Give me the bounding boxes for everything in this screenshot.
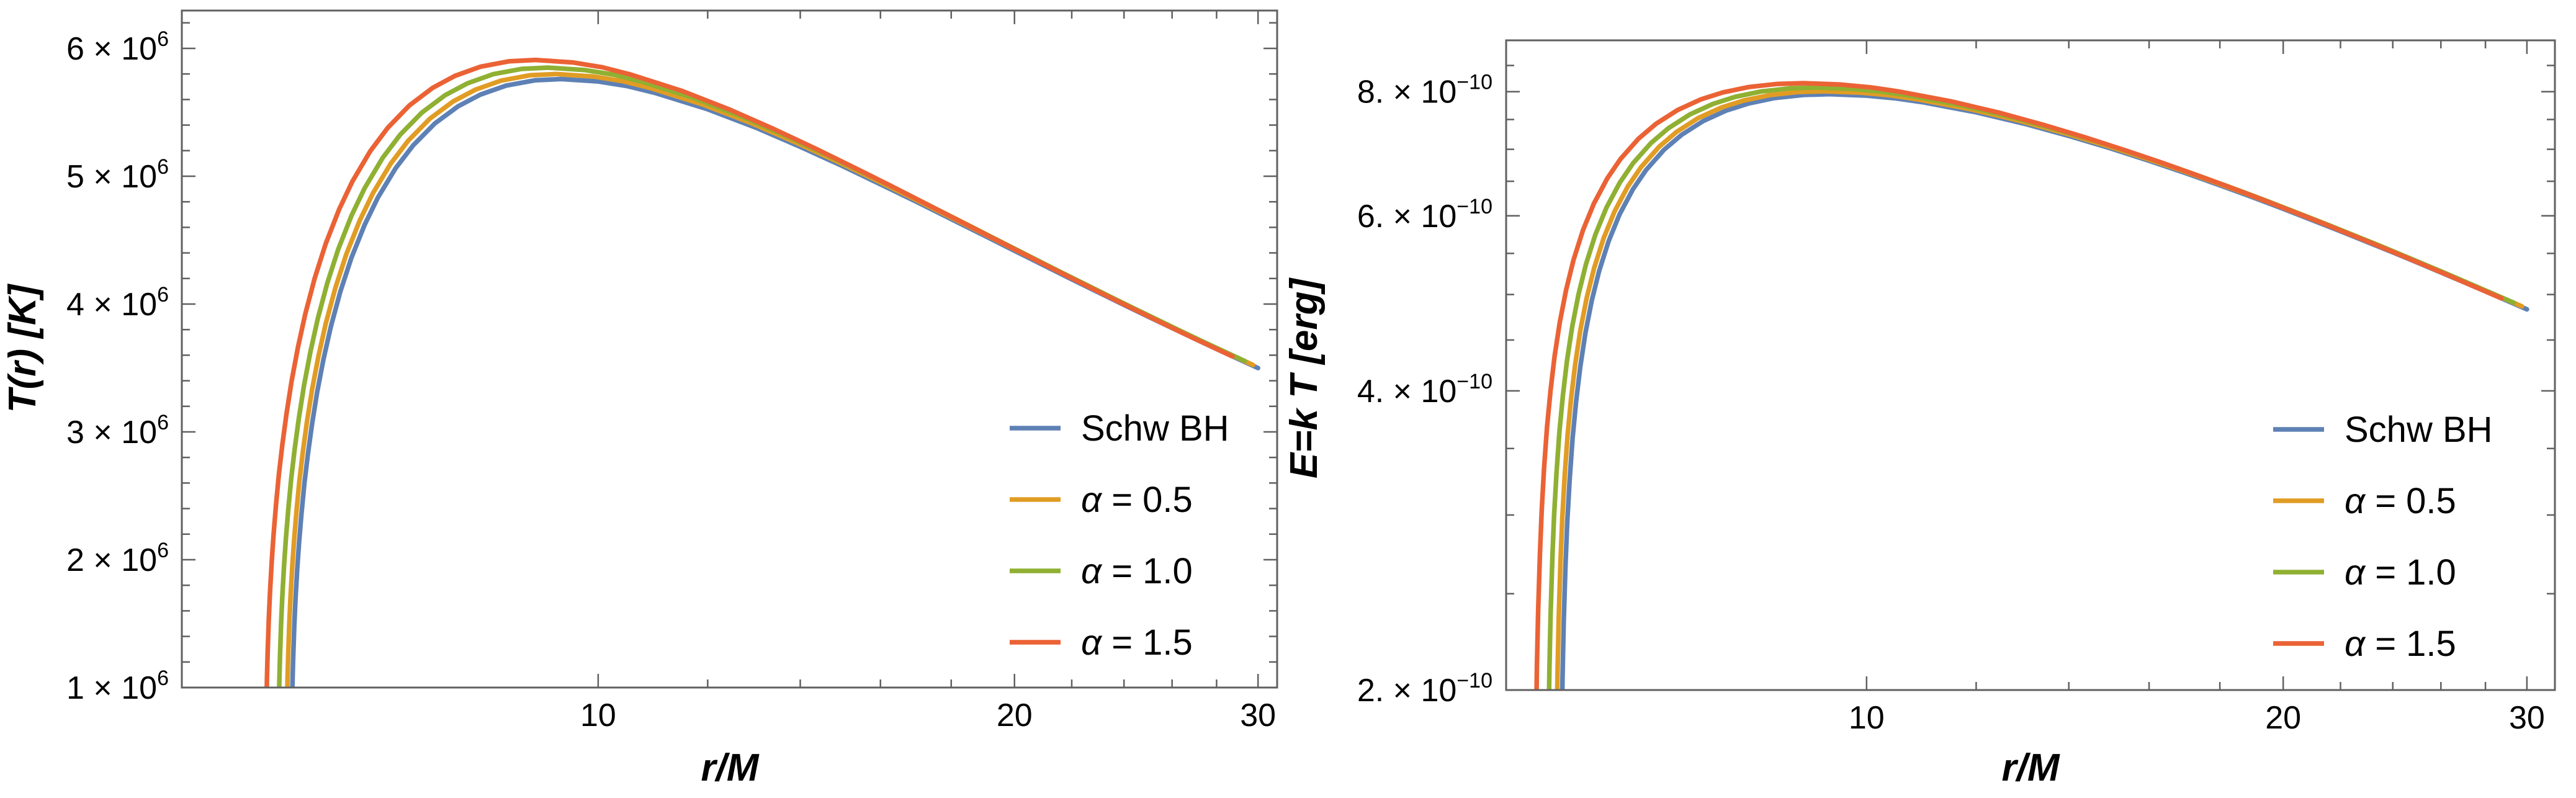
curve-1-5	[1534, 81, 2504, 690]
legend-label-0-5: α = 0.5	[1081, 480, 1193, 520]
x-tick-label: 20	[997, 697, 1033, 733]
left-axes: 10 20 30 1 × 106 2 × 106 3 × 106 4 × 106 5 × 10…	[66, 9, 1278, 733]
legend-label-schw-bh: Schw BH	[1081, 408, 1229, 449]
curve-1-5	[264, 57, 1235, 688]
legend-label-1-0: α = 1.0	[2345, 552, 2456, 593]
left-y-axis-label: T(r) [K]	[1, 283, 44, 413]
x-tick-label: 30	[1240, 697, 1276, 733]
y-tick-label: 5 × 106	[66, 155, 169, 195]
right-curves	[1534, 81, 2529, 690]
right-axes: 10 20 30 8. × 10−10 6. × 10−10 4. × 10−10 2. ×…	[1357, 39, 2556, 736]
x-tick-label: 10	[580, 697, 616, 733]
y-tick-label: 8. × 10−10	[1357, 71, 1492, 110]
y-tick-label: 2 × 106	[66, 539, 169, 578]
right-legend: Schw BH α = 0.5 α = 1.0 α = 1.5	[2273, 410, 2493, 664]
y-tick-label: 6 × 106	[66, 27, 169, 67]
plot-frame	[1505, 39, 2556, 691]
left-legend: Schw BH α = 0.5 α = 1.0 α = 1.5	[1010, 408, 1229, 663]
right-panel: 10 20 30 8. × 10−10 6. × 10−10 4. × 10−10 2. ×…	[1283, 39, 2556, 789]
right-x-axis-label: r/M	[2002, 746, 2060, 789]
left-x-axis-label: r/M	[701, 746, 760, 789]
y-tick-label: 4. × 10−10	[1357, 370, 1492, 410]
y-tick-label: 6. × 10−10	[1357, 195, 1492, 235]
y-tick-label: 1 × 106	[66, 666, 169, 706]
legend-label-schw-bh: Schw BH	[2345, 410, 2493, 450]
x-tick-label: 10	[1849, 700, 1885, 736]
legend-label-0-5: α = 0.5	[2345, 481, 2456, 521]
legend-label-1-5: α = 1.5	[1081, 622, 1193, 663]
x-tick-label: 30	[2509, 700, 2545, 736]
left-panel: 10 20 30 1 × 106 2 × 106 3 × 106 4 × 106 5 × 10…	[1, 9, 1278, 789]
legend-label-1-5: α = 1.5	[2345, 624, 2456, 664]
x-tick-label: 20	[2265, 700, 2301, 736]
right-y-axis-label: E=k T [erg]	[1283, 277, 1326, 478]
legend-label-1-0: α = 1.0	[1081, 551, 1193, 591]
y-tick-label: 3 × 106	[66, 411, 169, 451]
y-tick-label: 2. × 10−10	[1357, 669, 1492, 709]
y-tick-label: 4 × 106	[66, 283, 169, 323]
left-curves	[264, 57, 1260, 688]
plot-frame	[181, 9, 1278, 689]
